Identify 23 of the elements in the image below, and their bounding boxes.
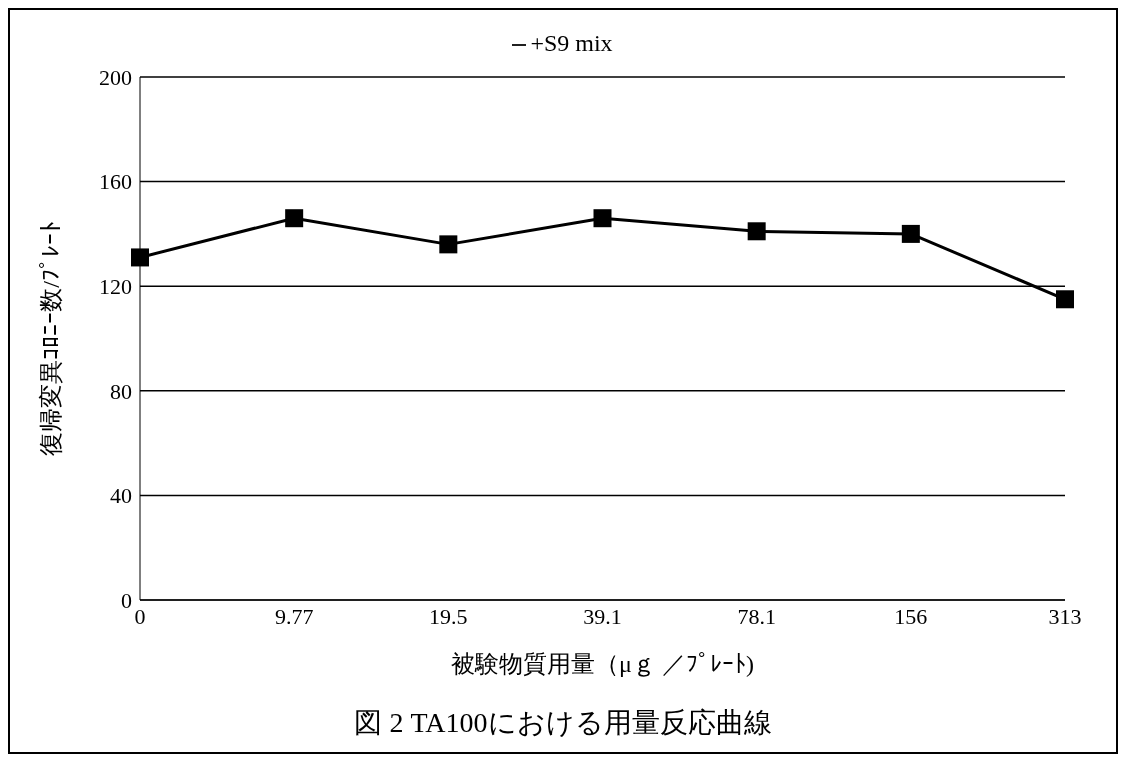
x-tick-label: 9.77	[274, 603, 314, 629]
y-tick-label: 80	[110, 378, 132, 404]
x-tick-label: 39.1	[583, 603, 622, 629]
point	[901, 224, 920, 243]
text: 図 2 TA100における用量反応曲線	[353, 706, 773, 740]
x-axis-title: 被験物質用量（μｇ ／ﾌﾟﾚｰﾄ)	[451, 651, 754, 677]
x-tick-label: 78.1	[737, 603, 776, 629]
y-tick-label: 120	[99, 274, 132, 300]
y-tick-label: 40	[110, 483, 132, 509]
point	[593, 209, 612, 228]
y-tick-label: 0	[121, 587, 132, 613]
y-axis-title: 復帰変異ｺﾛﾆｰ数/ﾌﾟﾚｰﾄ	[37, 221, 64, 456]
x-tick-label: 156	[894, 603, 928, 629]
point	[439, 235, 458, 254]
y-tick-label: 200	[99, 64, 132, 90]
point	[131, 248, 149, 267]
point	[285, 209, 304, 228]
x-tick-label: 313	[1048, 603, 1082, 629]
x-tick-label: 19.5	[429, 603, 468, 629]
point	[747, 222, 766, 241]
y-tick-label: 160	[99, 169, 132, 195]
legend-label: +S9 mix	[530, 30, 613, 56]
point	[1056, 290, 1074, 309]
